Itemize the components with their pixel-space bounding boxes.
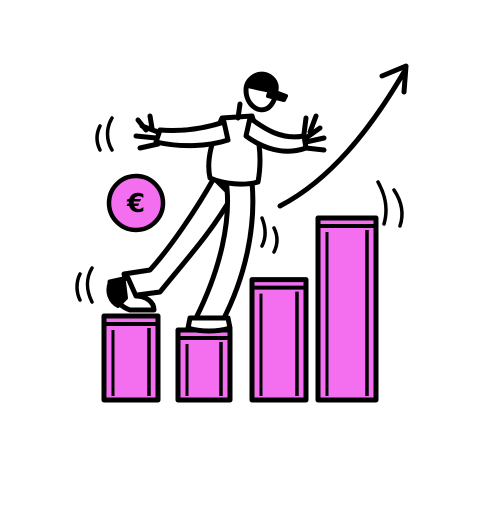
motion-lines [75,116,404,304]
balancing-person-icon [106,71,327,334]
trend-up-arrow-icon [277,63,409,209]
euro-symbol: € [126,189,145,219]
euro-coin-icon: € [106,173,166,233]
